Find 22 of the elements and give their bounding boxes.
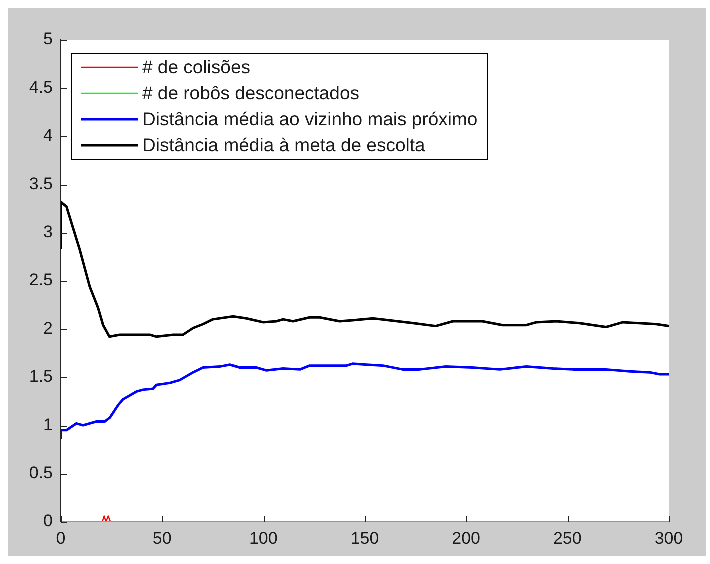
x-tick-label: 300: [654, 528, 684, 548]
y-tick-label: 1.5: [29, 367, 53, 386]
y-tick-label: 2: [44, 318, 53, 338]
legend-label: Distância média à meta de escolta: [142, 134, 426, 156]
x-tick-label: 50: [152, 528, 172, 548]
y-tick-label: 1: [44, 415, 53, 434]
y-tick-label: 0.5: [29, 463, 53, 482]
legend-label: Distância média ao vizinho mais próximo: [142, 108, 478, 130]
x-tick-label: 150: [350, 528, 380, 548]
legend-label: # de colisões: [142, 56, 250, 78]
legend-label: # de robôs desconectados: [142, 82, 360, 104]
y-tick-label: 3: [44, 222, 53, 242]
y-tick-label: 3.5: [29, 174, 53, 194]
y-tick-label: 4.5: [29, 78, 53, 97]
x-tick-label: 100: [249, 528, 278, 548]
x-tick-label: 200: [452, 528, 481, 548]
x-tick-label: 0: [56, 528, 66, 548]
y-tick-label: 2.5: [29, 270, 53, 290]
x-tick-label: 250: [553, 528, 582, 548]
y-tick-label: 4: [44, 126, 53, 146]
y-tick-label: 5: [44, 30, 53, 49]
y-tick-label: 0: [44, 512, 53, 531]
